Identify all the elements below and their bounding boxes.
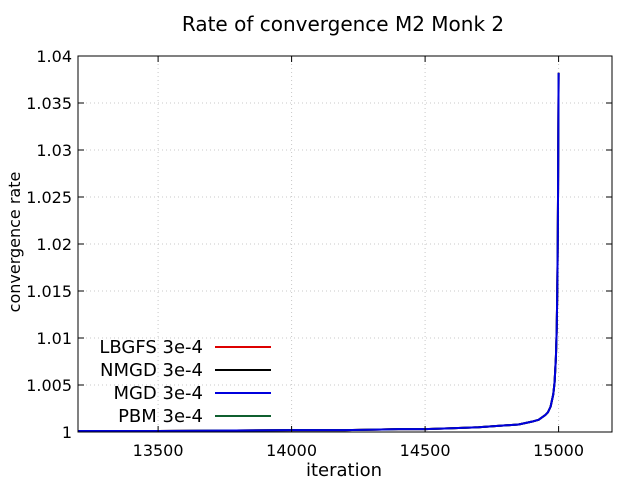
- y-axis-label: convergence rate: [5, 172, 24, 313]
- y-tick-label: 1.04: [36, 47, 72, 66]
- y-tick-label: 1.03: [36, 141, 72, 160]
- legend-label: PBM 3e-4: [118, 406, 203, 427]
- y-tick-label: 1.01: [36, 329, 72, 348]
- y-tick-label: 1: [62, 423, 72, 442]
- x-tick-label: 13500: [133, 441, 184, 460]
- chart-title: Rate of convergence M2 Monk 2: [182, 12, 504, 36]
- tick-layer: 13500 14000 14500 15000 1 1.005 1.01 1.015 1.02 1…: [26, 47, 612, 460]
- legend-label: MGD 3e-4: [113, 383, 203, 404]
- y-tick-label: 1.025: [26, 188, 72, 207]
- series-line-mgd-3e-4: [78, 72, 560, 433]
- series-layer: [78, 72, 560, 433]
- x-axis-label: iteration: [306, 460, 382, 480]
- y-tick-label: 1.035: [26, 94, 72, 113]
- x-tick-label: 14000: [266, 441, 317, 460]
- legend-label: NMGD 3e-4: [100, 360, 203, 381]
- x-tick-label: 15000: [533, 441, 584, 460]
- y-tick-label: 1.02: [36, 235, 72, 254]
- legend-label: LBGFS 3e-4: [99, 337, 203, 358]
- y-tick-label: 1.015: [26, 282, 72, 301]
- y-tick-label: 1.005: [26, 376, 72, 395]
- x-tick-label: 14500: [400, 441, 451, 460]
